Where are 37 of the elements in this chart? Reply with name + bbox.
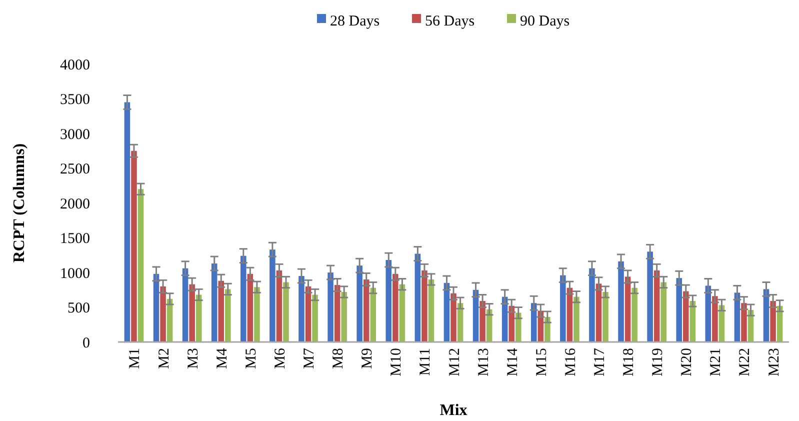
- legend-label: 90 Days: [520, 13, 570, 30]
- x-tick-label: M2: [156, 348, 172, 369]
- x-tick-label: M19: [650, 348, 666, 376]
- x-tick-label: M16: [562, 348, 579, 376]
- x-tick-label: M18: [621, 348, 638, 376]
- x-tick-label: M21: [708, 348, 724, 376]
- x-tick-label: M5: [243, 348, 260, 369]
- x-tick-label: M14: [504, 348, 521, 376]
- y-tick-label: 2000: [60, 196, 90, 212]
- y-tick-label: 500: [68, 300, 90, 316]
- y-tick-label: 3000: [60, 126, 90, 143]
- x-tick-label: M8: [330, 348, 347, 369]
- y-tick-label: 4000: [60, 57, 90, 74]
- x-tick-label: M3: [185, 348, 202, 369]
- y-axis-title: RCPT (Columns): [11, 143, 28, 263]
- y-tick-label: 1500: [60, 231, 90, 247]
- x-tick-label: M23: [766, 348, 782, 376]
- x-tick-label: M9: [360, 348, 376, 369]
- legend-label: 56 Days: [425, 13, 475, 30]
- x-tick-label: M7: [302, 348, 318, 369]
- y-tick-label: 2500: [60, 162, 90, 178]
- x-tick-label: M20: [679, 348, 696, 376]
- y-tick-label: 0: [82, 335, 90, 352]
- x-tick-label: M4: [214, 348, 230, 369]
- x-tick-label: M11: [418, 348, 434, 376]
- x-tick-label: M10: [388, 348, 405, 376]
- x-tick-label: M22: [737, 348, 754, 376]
- x-tick-label: M12: [446, 348, 463, 376]
- x-tick-label: M15: [534, 348, 550, 376]
- x-axis-title: Mix: [440, 402, 468, 419]
- x-tick-label: M1: [127, 348, 144, 369]
- x-tick-label: M17: [592, 348, 608, 376]
- y-tick-label: 3500: [60, 92, 90, 108]
- x-tick-label: M6: [272, 348, 288, 369]
- x-tick-label: M13: [476, 348, 492, 376]
- legend-label: 28 Days: [330, 13, 380, 30]
- y-tick-label: 1000: [60, 266, 90, 282]
